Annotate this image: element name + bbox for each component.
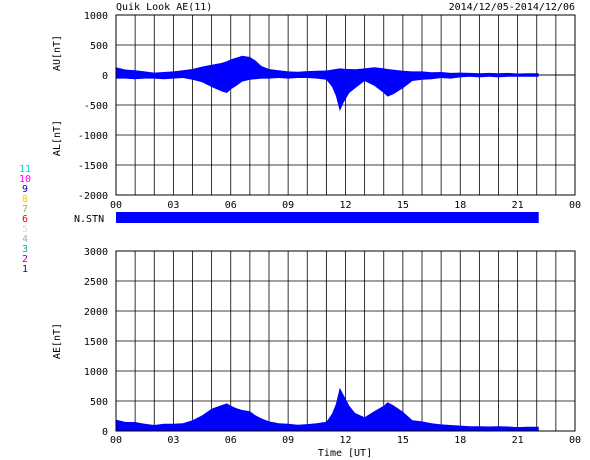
al-series-area [116, 75, 539, 111]
station-legend-item: 8 [21, 194, 29, 205]
ae-plot-frame [115, 250, 576, 432]
ae-x-tick-label: 06 [225, 435, 237, 446]
nstn-bar [116, 212, 539, 223]
ae-y-tick-label: 2000 [84, 307, 108, 318]
station-legend-item: 9 [21, 184, 29, 195]
ae-x-tick-label: 18 [454, 435, 466, 446]
ae-x-tick-label: 00 [569, 435, 581, 446]
au-al-y-tick-label: 0 [102, 71, 108, 82]
ae-x-tick-label: 21 [512, 435, 524, 446]
ae-x-tick-label: 12 [339, 435, 351, 446]
au-al-x-tick-label: 21 [512, 200, 524, 211]
au-al-y-tick-labels: 1000 500 0 -500 -1000 -1500 -2000 [78, 11, 108, 202]
nstn-label: N.STN [74, 214, 104, 225]
al-axis-label: AL[nT] [52, 120, 63, 156]
au-al-x-tick-label: 00 [110, 200, 122, 211]
date-range: 2014/12/05-2014/12/06 [449, 2, 575, 13]
ae-x-tick-label: 15 [397, 435, 409, 446]
au-al-x-tick-label: 09 [282, 200, 294, 211]
station-legend-item: 5 [21, 224, 29, 235]
station-legend-item: 1 [21, 264, 29, 275]
station-legend-item: 11 [18, 164, 32, 175]
ae-x-tick-label: 09 [282, 435, 294, 446]
ae-y-tick-label: 1000 [84, 367, 108, 378]
au-al-y-tick-label: 1000 [84, 11, 108, 22]
ae-y-tick-label: 500 [90, 397, 108, 408]
ae-y-tick-label: 3000 [84, 247, 108, 258]
time-axis-label: Time [UT] [318, 448, 372, 459]
ae-axis-label: AE[nT] [52, 323, 63, 359]
au-al-grid [116, 15, 575, 195]
ae-x-tick-labels: 00 03 06 09 12 15 18 21 00 [110, 435, 581, 446]
au-al-x-tick-label: 03 [167, 200, 179, 211]
chart-title: Quik Look AE(11) [116, 2, 212, 13]
ae-series-area [116, 387, 539, 431]
station-legend-item: 10 [18, 174, 32, 185]
au-al-y-tick-label: -2000 [78, 191, 108, 202]
station-legend-item: 7 [21, 204, 29, 215]
ae-x-tick-label: 03 [167, 435, 179, 446]
au-al-x-tick-label: 15 [397, 200, 409, 211]
au-al-x-tick-label: 00 [569, 200, 581, 211]
au-axis-label: AU[nT] [52, 35, 63, 71]
au-al-plot-frame [115, 14, 576, 196]
ae-y-tick-label: 0 [102, 427, 108, 438]
au-al-x-tick-labels: 00 03 06 09 12 15 18 21 00 [110, 200, 581, 211]
au-al-y-tick-label: 500 [90, 41, 108, 52]
au-al-y-tick-label: -500 [84, 101, 108, 112]
au-al-y-tick-label: -1500 [78, 161, 108, 172]
au-al-x-tick-label: 18 [454, 200, 466, 211]
au-al-x-tick-label: 12 [339, 200, 351, 211]
ae-x-tick-label: 00 [110, 435, 122, 446]
station-legend-item: 2 [21, 254, 29, 265]
au-al-x-tick-label: 06 [225, 200, 237, 211]
ae-y-tick-labels: 3000 2500 2000 1500 1000 500 0 [84, 247, 108, 438]
au-series-area [116, 55, 539, 75]
ae-y-tick-label: 1500 [84, 337, 108, 348]
ae-grid [116, 251, 575, 431]
station-legend-item: 4 [21, 234, 29, 245]
station-legend-item: 3 [21, 244, 29, 255]
ae-y-tick-label: 2500 [84, 277, 108, 288]
station-legend-item: 6 [21, 214, 29, 225]
au-al-y-tick-label: -1000 [78, 131, 108, 142]
